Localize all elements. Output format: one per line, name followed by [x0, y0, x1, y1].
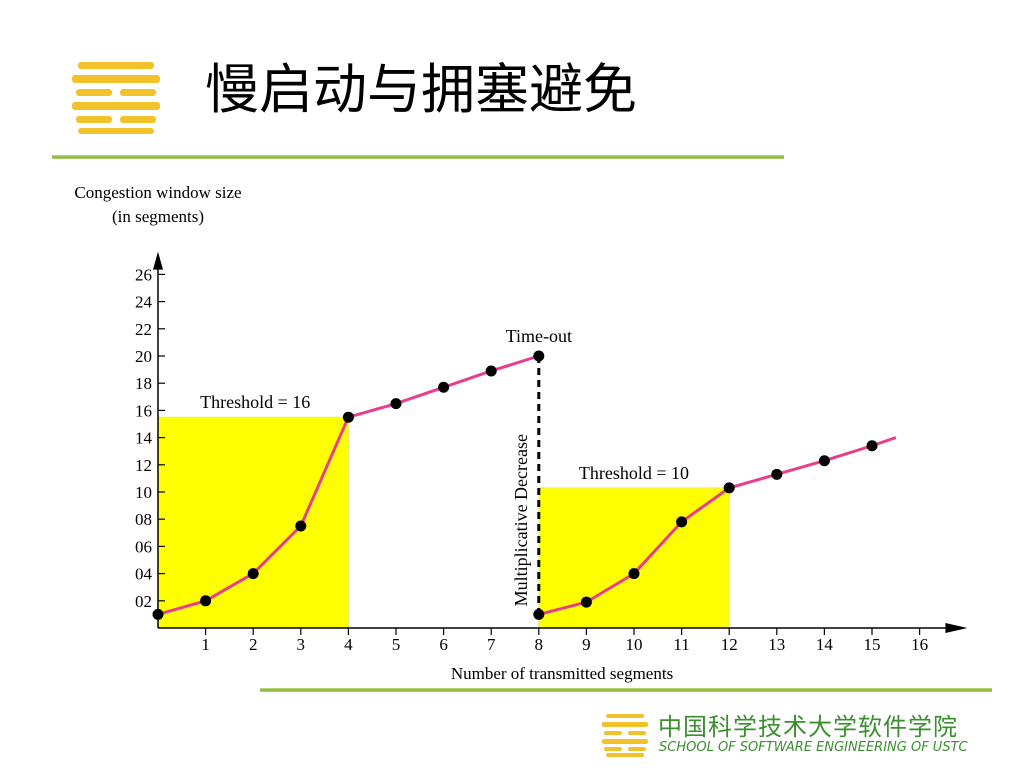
y-tick-label-10: 10	[135, 483, 152, 502]
data-point-1-1	[152, 608, 164, 620]
y-tick-label-14: 14	[135, 429, 153, 448]
data-point-1-2	[200, 595, 212, 607]
x-tick-label-5: 5	[392, 635, 401, 654]
footer-school-name-en: SCHOOL OF SOFTWARE ENGINEERING OF USTC	[659, 740, 968, 755]
data-point-1-5	[342, 411, 354, 423]
data-point-1-8	[485, 365, 497, 377]
data-point-1-4	[295, 520, 307, 532]
y-tick-label-26: 26	[135, 265, 152, 284]
x-tick-label-7: 7	[487, 635, 496, 654]
y-axis-label-line2: (in segments)	[112, 207, 204, 226]
y-tick-label-08: 08	[135, 510, 152, 529]
data-point-2-2	[580, 596, 592, 608]
data-point-1-3	[247, 568, 259, 580]
data-point-1-6	[390, 398, 402, 410]
y-tick-label-18: 18	[135, 374, 152, 393]
threshold-label-1: Threshold = 16	[200, 392, 310, 412]
x-tick-label-3: 3	[297, 635, 306, 654]
multiplicative-decrease-label: Multiplicative Decrease	[511, 434, 531, 606]
y-tick-label-16: 16	[135, 401, 152, 420]
data-point-1-9	[533, 350, 545, 362]
y-tick-label-04: 04	[135, 565, 153, 584]
x-tick-label-12: 12	[721, 635, 738, 654]
y-tick-label-22: 22	[135, 320, 152, 339]
x-tick-label-15: 15	[864, 635, 881, 654]
x-tick-label-14: 14	[816, 635, 834, 654]
data-point-2-6	[771, 468, 783, 480]
x-tick-label-2: 2	[249, 635, 258, 654]
y-axis-label-line1: Congestion window size	[74, 183, 241, 202]
y-tick-label-12: 12	[135, 456, 152, 475]
threshold-region-1	[157, 416, 349, 629]
title-divider	[52, 155, 784, 159]
data-point-1-7	[438, 381, 450, 393]
footer-logo-icon	[602, 714, 648, 757]
x-tick-label-10: 10	[626, 635, 643, 654]
data-point-2-3	[628, 568, 640, 580]
x-tick-label-9: 9	[582, 635, 591, 654]
y-tick-label-24: 24	[135, 293, 153, 312]
x-tick-label-11: 11	[673, 635, 689, 654]
x-axis-label: Number of transmitted segments	[451, 664, 673, 683]
timeout-label: Time-out	[506, 326, 572, 346]
x-axis-arrow	[945, 623, 968, 633]
data-point-2-5	[723, 482, 735, 494]
threshold-label-2: Threshold = 10	[579, 463, 689, 483]
y-tick-label-02: 02	[135, 592, 152, 611]
data-point-2-1	[533, 608, 545, 620]
data-point-2-7	[818, 455, 830, 467]
x-tick-label-8: 8	[535, 635, 544, 654]
data-point-2-4	[676, 516, 688, 528]
x-tick-label-6: 6	[439, 635, 448, 654]
footer-school-name-cn: 中国科学技术大学软件学院	[658, 713, 958, 741]
footer-divider	[260, 688, 992, 692]
school-logo-icon	[72, 62, 160, 134]
slide-title: 慢启动与拥塞避免	[205, 58, 637, 121]
y-axis-arrow	[153, 251, 163, 270]
data-point-2-8	[866, 440, 878, 452]
x-tick-label-16: 16	[911, 635, 928, 654]
x-tick-label-4: 4	[344, 635, 353, 654]
y-tick-label-06: 06	[135, 537, 152, 556]
x-tick-label-13: 13	[768, 635, 785, 654]
x-tick-label-1: 1	[201, 635, 210, 654]
y-tick-label-20: 20	[135, 347, 152, 366]
